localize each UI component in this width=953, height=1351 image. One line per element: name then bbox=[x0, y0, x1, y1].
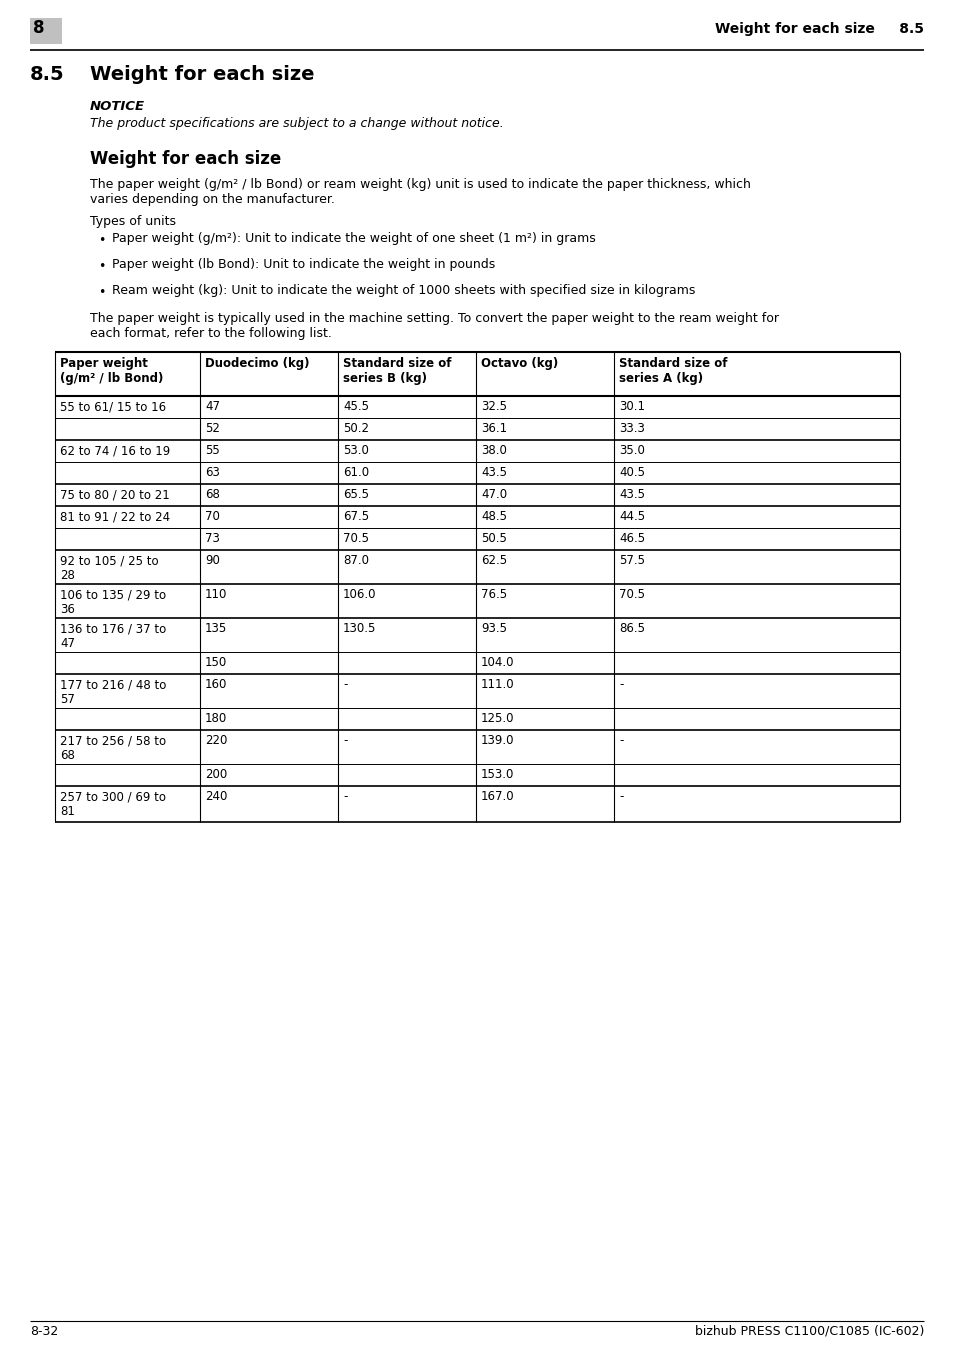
Text: 70.5: 70.5 bbox=[618, 588, 644, 601]
Text: •: • bbox=[98, 286, 106, 299]
Text: -: - bbox=[618, 790, 622, 802]
Text: 47: 47 bbox=[205, 400, 220, 413]
Text: Octavo (kg): Octavo (kg) bbox=[480, 357, 558, 370]
Text: Types of units: Types of units bbox=[90, 215, 175, 228]
Text: Paper weight (lb Bond): Unit to indicate the weight in pounds: Paper weight (lb Bond): Unit to indicate… bbox=[112, 258, 495, 272]
Text: 45.5: 45.5 bbox=[343, 400, 369, 413]
Text: 68: 68 bbox=[205, 488, 219, 501]
Text: 90: 90 bbox=[205, 554, 219, 567]
Text: 65.5: 65.5 bbox=[343, 488, 369, 501]
Text: Paper weight
(g/m² / lb Bond): Paper weight (g/m² / lb Bond) bbox=[60, 357, 163, 385]
Text: NOTICE: NOTICE bbox=[90, 100, 145, 113]
Text: 36.1: 36.1 bbox=[480, 422, 507, 435]
Text: 52: 52 bbox=[205, 422, 219, 435]
Text: 87.0: 87.0 bbox=[343, 554, 369, 567]
Text: 33.3: 33.3 bbox=[618, 422, 644, 435]
Text: Weight for each size: Weight for each size bbox=[90, 150, 281, 168]
Text: 46.5: 46.5 bbox=[618, 532, 644, 544]
Text: 106 to 135 / 29 to
36: 106 to 135 / 29 to 36 bbox=[60, 588, 166, 616]
Text: 48.5: 48.5 bbox=[480, 509, 506, 523]
Text: 125.0: 125.0 bbox=[480, 712, 514, 725]
Text: 93.5: 93.5 bbox=[480, 621, 506, 635]
Text: 153.0: 153.0 bbox=[480, 767, 514, 781]
Text: The paper weight (g/m² / lb Bond) or ream weight (kg) unit is used to indicate t: The paper weight (g/m² / lb Bond) or rea… bbox=[90, 178, 750, 190]
Text: varies depending on the manufacturer.: varies depending on the manufacturer. bbox=[90, 193, 335, 205]
Text: 75 to 80 / 20 to 21: 75 to 80 / 20 to 21 bbox=[60, 488, 170, 501]
Text: 139.0: 139.0 bbox=[480, 734, 514, 747]
Text: 136 to 176 / 37 to
47: 136 to 176 / 37 to 47 bbox=[60, 621, 166, 650]
Text: The paper weight is typically used in the machine setting. To convert the paper : The paper weight is typically used in th… bbox=[90, 312, 779, 326]
Text: 240: 240 bbox=[205, 790, 227, 802]
Text: 44.5: 44.5 bbox=[618, 509, 644, 523]
Text: 8-32: 8-32 bbox=[30, 1325, 58, 1337]
Text: •: • bbox=[98, 259, 106, 273]
Text: 55: 55 bbox=[205, 444, 219, 457]
Text: 50.5: 50.5 bbox=[480, 532, 506, 544]
Text: 32.5: 32.5 bbox=[480, 400, 506, 413]
Text: 180: 180 bbox=[205, 712, 227, 725]
Text: 55 to 61/ 15 to 16: 55 to 61/ 15 to 16 bbox=[60, 400, 166, 413]
Text: 30.1: 30.1 bbox=[618, 400, 644, 413]
Text: 104.0: 104.0 bbox=[480, 657, 514, 669]
Text: Duodecimo (kg): Duodecimo (kg) bbox=[205, 357, 309, 370]
Text: -: - bbox=[343, 734, 347, 747]
Text: -: - bbox=[618, 678, 622, 690]
Text: The product specifications are subject to a change without notice.: The product specifications are subject t… bbox=[90, 118, 503, 130]
Text: -: - bbox=[343, 678, 347, 690]
Text: 62 to 74 / 16 to 19: 62 to 74 / 16 to 19 bbox=[60, 444, 170, 457]
Text: 53.0: 53.0 bbox=[343, 444, 369, 457]
Text: -: - bbox=[343, 790, 347, 802]
Text: 57.5: 57.5 bbox=[618, 554, 644, 567]
Text: each format, refer to the following list.: each format, refer to the following list… bbox=[90, 327, 332, 340]
Text: 76.5: 76.5 bbox=[480, 588, 507, 601]
Text: 43.5: 43.5 bbox=[480, 466, 506, 480]
Text: bizhub PRESS C1100/C1085 (IC-602): bizhub PRESS C1100/C1085 (IC-602) bbox=[694, 1325, 923, 1337]
Text: 177 to 216 / 48 to
57: 177 to 216 / 48 to 57 bbox=[60, 678, 166, 707]
Text: 61.0: 61.0 bbox=[343, 466, 369, 480]
Text: 81 to 91 / 22 to 24: 81 to 91 / 22 to 24 bbox=[60, 509, 170, 523]
Text: 110: 110 bbox=[205, 588, 227, 601]
Text: 70: 70 bbox=[205, 509, 219, 523]
Text: 73: 73 bbox=[205, 532, 219, 544]
Text: 67.5: 67.5 bbox=[343, 509, 369, 523]
Text: 160: 160 bbox=[205, 678, 227, 690]
Text: 70.5: 70.5 bbox=[343, 532, 369, 544]
Text: 220: 220 bbox=[205, 734, 227, 747]
Text: 40.5: 40.5 bbox=[618, 466, 644, 480]
Text: 35.0: 35.0 bbox=[618, 444, 644, 457]
Text: Standard size of
series B (kg): Standard size of series B (kg) bbox=[343, 357, 451, 385]
Text: Paper weight (g/m²): Unit to indicate the weight of one sheet (1 m²) in grams: Paper weight (g/m²): Unit to indicate th… bbox=[112, 232, 595, 245]
Text: •: • bbox=[98, 234, 106, 247]
Text: 47.0: 47.0 bbox=[480, 488, 507, 501]
Text: 167.0: 167.0 bbox=[480, 790, 514, 802]
Text: 43.5: 43.5 bbox=[618, 488, 644, 501]
Text: 200: 200 bbox=[205, 767, 227, 781]
Text: 257 to 300 / 69 to
81: 257 to 300 / 69 to 81 bbox=[60, 790, 166, 817]
Text: 8.5: 8.5 bbox=[30, 65, 65, 84]
Text: -: - bbox=[618, 734, 622, 747]
Text: Standard size of
series A (kg): Standard size of series A (kg) bbox=[618, 357, 727, 385]
Text: 63: 63 bbox=[205, 466, 219, 480]
Text: 8: 8 bbox=[33, 19, 45, 36]
Text: 50.2: 50.2 bbox=[343, 422, 369, 435]
Text: Weight for each size: Weight for each size bbox=[90, 65, 314, 84]
Text: 150: 150 bbox=[205, 657, 227, 669]
Text: 106.0: 106.0 bbox=[343, 588, 376, 601]
Text: 92 to 105 / 25 to
28: 92 to 105 / 25 to 28 bbox=[60, 554, 158, 582]
Text: Ream weight (kg): Unit to indicate the weight of 1000 sheets with specified size: Ream weight (kg): Unit to indicate the w… bbox=[112, 284, 695, 297]
Text: 135: 135 bbox=[205, 621, 227, 635]
Text: 111.0: 111.0 bbox=[480, 678, 514, 690]
Bar bbox=[30, 18, 62, 45]
Text: 62.5: 62.5 bbox=[480, 554, 507, 567]
Text: 130.5: 130.5 bbox=[343, 621, 376, 635]
Text: 217 to 256 / 58 to
68: 217 to 256 / 58 to 68 bbox=[60, 734, 166, 762]
Text: Weight for each size     8.5: Weight for each size 8.5 bbox=[714, 22, 923, 36]
Text: 86.5: 86.5 bbox=[618, 621, 644, 635]
Text: 38.0: 38.0 bbox=[480, 444, 506, 457]
